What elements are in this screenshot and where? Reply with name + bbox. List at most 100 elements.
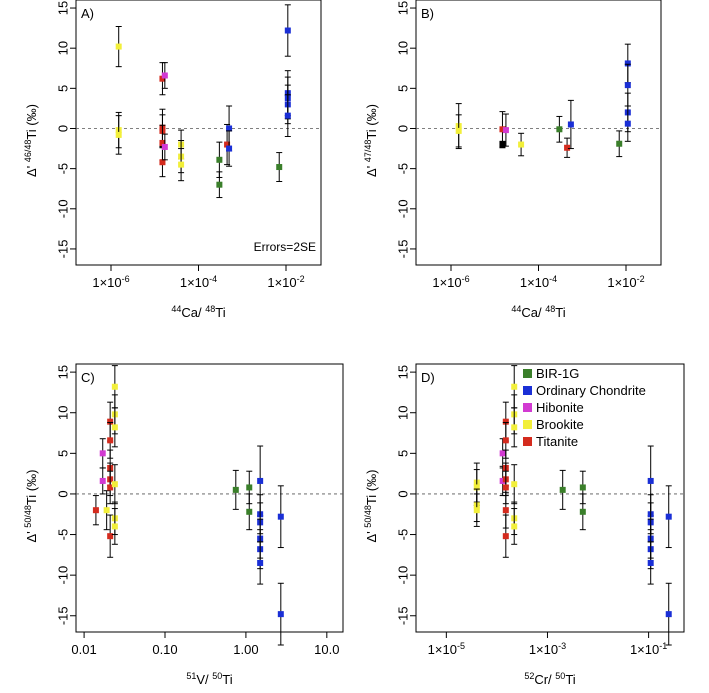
legend-item: Brookite [523, 417, 584, 432]
y-axis-label-part-1: 46/48 [23, 140, 33, 163]
data-point [624, 105, 631, 142]
x-tick-label-part-1: -1 [659, 641, 667, 651]
x-axis-label-part-0: 52 [524, 671, 534, 681]
x-tick-label-part-0: 1×10 [607, 275, 636, 290]
y-axis-label-part-1: 47/48 [363, 140, 373, 163]
marker-bir-1g [559, 486, 566, 493]
panel-label: B) [421, 6, 434, 21]
x-tick-label-part-0: 0.01 [71, 642, 96, 657]
marker-bir-1g [616, 140, 623, 147]
x-tick-label-part-0: 1×10 [520, 275, 549, 290]
marker-ordinary-chondrite [226, 125, 233, 132]
x-axis-label-part-2: 50 [212, 671, 222, 681]
marker-ordinary-chondrite [277, 611, 284, 618]
data-point [111, 508, 118, 545]
marker-titanite [502, 437, 509, 444]
panel-label: C) [81, 370, 95, 385]
y-tick-label: 5 [395, 450, 410, 457]
marker-brookite [111, 383, 118, 390]
x-axis-label: 51V/ 50Ti [186, 671, 232, 687]
marker-ordinary-chondrite [257, 559, 264, 566]
data-point [564, 137, 571, 158]
y-axis-label: Δ' 50/48Ti (‰) [363, 470, 379, 543]
legend-label: BIR-1G [536, 366, 579, 381]
marker-bir-1g [246, 508, 253, 515]
data-point [665, 485, 672, 549]
data-point [647, 541, 654, 585]
marker-titanite [92, 507, 99, 514]
legend-label: Titanite [536, 434, 578, 449]
x-tick-label-part-0: 1×10 [180, 275, 209, 290]
marker-brookite [511, 523, 518, 530]
x-tick-label-part-0: 1×10 [428, 642, 457, 657]
marker-brookite [511, 383, 518, 390]
x-tick-label: 1×10-1 [630, 641, 667, 657]
marker-hibonite [99, 477, 106, 484]
marker-bir-1g [216, 156, 223, 163]
marker-ordinary-chondrite [665, 611, 672, 618]
x-tick-label: 1×10-5 [428, 641, 465, 657]
x-tick-label: 1×10-3 [529, 641, 566, 657]
marker-bir-1g [276, 164, 283, 171]
marker-brookite [518, 141, 525, 148]
data-point [111, 407, 118, 448]
x-tick-label-part-1: -2 [637, 274, 645, 284]
data-point [579, 493, 586, 531]
data-point [115, 26, 122, 68]
y-tick-label: -10 [395, 566, 410, 585]
data-point [511, 407, 518, 448]
marker-brookite [115, 43, 122, 50]
y-axis-label: Δ' 50/48Ti (‰) [23, 470, 39, 543]
x-axis-label-part-1: Ca/ [521, 305, 545, 320]
data-point [257, 541, 264, 585]
y-axis-label-part-2: Ti (‰) [364, 104, 379, 140]
x-tick-label: 1×10-4 [180, 274, 217, 290]
x-axis-label-part-0: 44 [511, 304, 521, 314]
x-tick-label-part-1: -6 [462, 274, 470, 284]
data-point [277, 485, 284, 549]
y-tick-label: 10 [395, 41, 410, 55]
marker-titanite [499, 126, 506, 133]
plot-frame [415, 0, 662, 266]
data-point [511, 464, 518, 505]
x-axis-label: 52Cr/ 50Ti [524, 671, 575, 687]
data-point [178, 148, 185, 182]
marker-ordinary-chondrite [624, 120, 631, 127]
marker-titanite [564, 144, 571, 151]
x-tick-label-part-0: 0.10 [152, 642, 177, 657]
data-point [473, 493, 480, 527]
plot-frame [75, 0, 322, 266]
legend: BIR-1G Ordinary Chondrite Hibonite Brookite… [523, 366, 646, 449]
x-tick-label-part-0: 1×10 [92, 275, 121, 290]
marker-brookite [455, 127, 462, 134]
data-point [518, 132, 525, 157]
y-axis-label-part-2: Ti (‰) [24, 104, 39, 140]
data-point [277, 582, 284, 646]
marker-brookite [111, 481, 118, 488]
data-point [107, 514, 114, 558]
marker-brookite [511, 424, 518, 431]
x-tick-label: 1×10-6 [432, 274, 469, 290]
y-axis-label-part-2: Ti (‰) [24, 470, 39, 506]
marker-titanite [502, 533, 509, 540]
marker-brookite [115, 131, 122, 138]
x-tick-label: 1×10-6 [92, 274, 129, 290]
legend-label: Ordinary Chondrite [536, 383, 646, 398]
legend-swatch [523, 420, 532, 429]
legend-label: Hibonite [536, 400, 584, 415]
y-tick-label: -5 [55, 163, 70, 175]
marker-hibonite [499, 450, 506, 457]
marker-titanite [159, 75, 166, 82]
marker-brookite [111, 424, 118, 431]
data-point [284, 4, 291, 57]
x-axis-label-part-3: Ti [555, 305, 565, 320]
data-point [559, 469, 566, 510]
x-axis-label-part-2: 48 [545, 304, 555, 314]
data-point [92, 495, 99, 526]
marker-brookite [103, 507, 110, 514]
marker-brookite [473, 484, 480, 491]
data-point [511, 508, 518, 545]
marker-titanite [107, 533, 114, 540]
